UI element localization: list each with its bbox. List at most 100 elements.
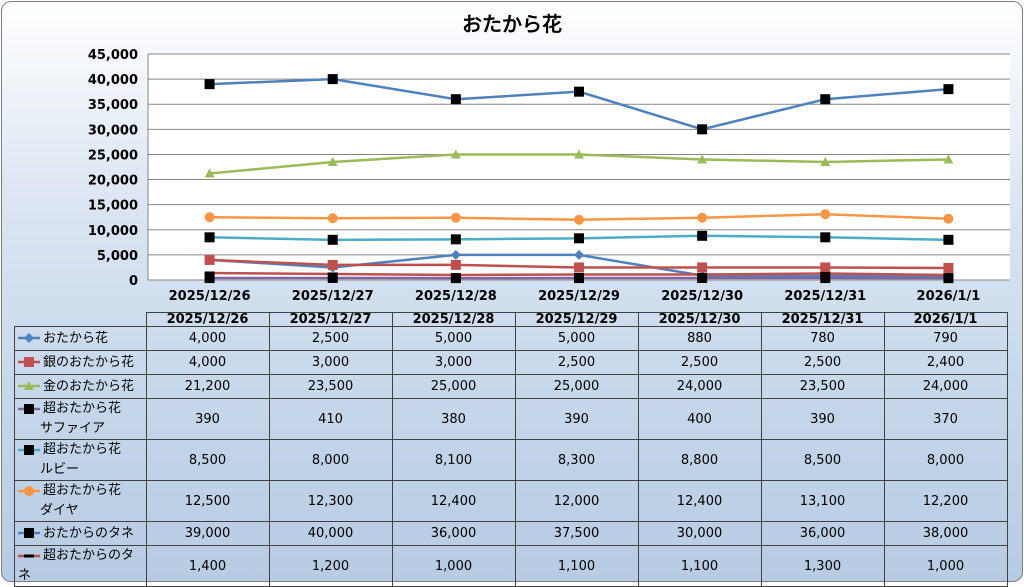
y-tick-label: 15,000 xyxy=(88,199,138,214)
data-point xyxy=(820,232,830,242)
data-point xyxy=(820,262,830,272)
table-cell: 36,000 xyxy=(761,522,884,546)
table-cell: 25,000 xyxy=(392,375,515,399)
x-tick-label: 2025/12/29 xyxy=(538,289,620,304)
data-point xyxy=(24,357,34,367)
legend-key-icon xyxy=(18,332,40,344)
table-cell: 36,000 xyxy=(392,522,515,546)
table-cell: 25,000 xyxy=(515,375,638,399)
x-tick-label: 2025/12/28 xyxy=(415,289,497,304)
x-tick-label: 2025/12/27 xyxy=(292,289,374,304)
legend-key-icon xyxy=(18,444,40,456)
data-point xyxy=(574,262,584,272)
data-point xyxy=(24,445,34,455)
column-header: 2025/12/29 xyxy=(515,313,638,327)
data-point xyxy=(328,272,338,275)
series-name: おたからのタネ xyxy=(43,526,134,541)
series-name-line2: ダイヤ xyxy=(18,501,146,521)
table-cell: 5,000 xyxy=(392,327,515,351)
x-tick-label: 2025/12/31 xyxy=(784,289,866,304)
column-header: 2025/12/30 xyxy=(638,313,761,327)
y-tick-label: 30,000 xyxy=(88,123,138,138)
data-point xyxy=(943,214,953,224)
series-label: 銀のおたから花 xyxy=(15,351,147,375)
x-tick-label: 2025/12/26 xyxy=(169,289,251,304)
table-cell: 880 xyxy=(638,327,761,351)
data-point xyxy=(24,528,34,538)
table-cell: 3,000 xyxy=(392,351,515,375)
line-chart: 05,00010,00015,00020,00025,00030,00035,0… xyxy=(0,0,1024,310)
series-name: 超おたから花 xyxy=(43,401,121,416)
data-point xyxy=(943,273,953,276)
y-tick-label: 45,000 xyxy=(88,48,138,63)
series-label: 超おたから花サファイア xyxy=(15,399,147,440)
series-label: おたからのタネ xyxy=(15,522,147,546)
series-label: おたから花 xyxy=(15,327,147,351)
data-point xyxy=(820,94,830,104)
legend-key-icon xyxy=(18,527,40,539)
data-point xyxy=(24,486,34,496)
data-point xyxy=(205,255,215,265)
x-tick-label: 2025/12/30 xyxy=(661,289,743,304)
table-cell: 5,000 xyxy=(515,327,638,351)
column-header: 2025/12/28 xyxy=(392,313,515,327)
table-cell: 2,500 xyxy=(515,351,638,375)
table-cell: 12,200 xyxy=(884,481,1007,522)
table-cell: 790 xyxy=(884,327,1007,351)
table-cell: 1,100 xyxy=(515,546,638,587)
data-point xyxy=(697,273,707,276)
table-cell: 1,100 xyxy=(638,546,761,587)
table-cell: 24,000 xyxy=(884,375,1007,399)
legend-key-icon xyxy=(18,356,40,368)
column-header: 2025/12/31 xyxy=(761,313,884,327)
table-cell: 390 xyxy=(146,399,269,440)
legend-key-icon xyxy=(18,403,40,415)
table-cell: 2,500 xyxy=(269,327,392,351)
data-point xyxy=(205,273,215,283)
table-cell: 390 xyxy=(761,399,884,440)
series-label: 金のおたから花 xyxy=(15,375,147,399)
data-point xyxy=(24,554,34,557)
series-name-line2: サファイア xyxy=(18,419,146,439)
table-cell: 4,000 xyxy=(146,351,269,375)
y-tick-label: 25,000 xyxy=(88,148,138,163)
table-cell: 1,200 xyxy=(269,546,392,587)
data-point xyxy=(574,87,584,97)
y-tick-label: 40,000 xyxy=(88,73,138,88)
y-tick-label: 20,000 xyxy=(88,174,138,189)
table-cell: 37,500 xyxy=(515,522,638,546)
data-point xyxy=(574,273,584,276)
data-point xyxy=(24,333,34,343)
data-point xyxy=(205,212,215,222)
table-cell: 1,000 xyxy=(884,546,1007,587)
table-cell: 8,500 xyxy=(146,440,269,481)
series-name: 金のおたから花 xyxy=(43,379,134,394)
data-point xyxy=(328,213,338,223)
series-name: おたから花 xyxy=(43,331,108,346)
column-header: 2025/12/26 xyxy=(146,313,269,327)
table-cell: 370 xyxy=(884,399,1007,440)
data-point xyxy=(205,79,215,89)
legend-key-icon xyxy=(18,485,40,497)
legend-key-icon xyxy=(18,550,40,562)
table-cell: 12,300 xyxy=(269,481,392,522)
table-cell: 1,000 xyxy=(392,546,515,587)
table-cell: 24,000 xyxy=(638,375,761,399)
series-name: 超おたから花 xyxy=(43,442,121,457)
table-cell: 410 xyxy=(269,399,392,440)
data-point xyxy=(328,260,338,270)
table-cell: 4,000 xyxy=(146,327,269,351)
column-header: 2026/1/1 xyxy=(884,313,1007,327)
table-cell: 12,400 xyxy=(638,481,761,522)
data-point xyxy=(820,272,830,275)
table-cell: 13,100 xyxy=(761,481,884,522)
data-point xyxy=(205,232,215,242)
data-point xyxy=(697,124,707,134)
y-tick-label: 5,000 xyxy=(97,249,138,264)
